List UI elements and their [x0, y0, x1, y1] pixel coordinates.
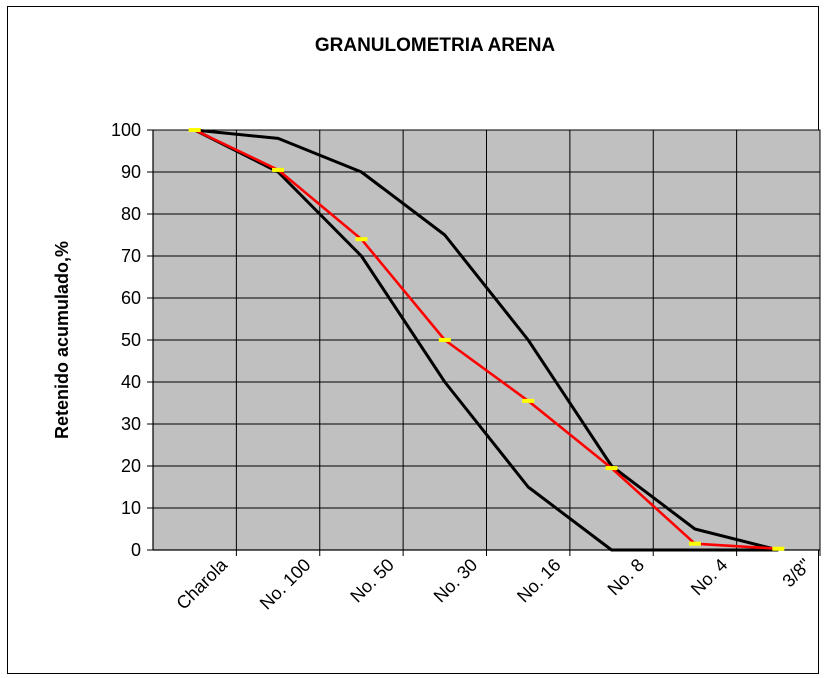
y-tick-label: 0 — [131, 540, 141, 560]
data-point — [522, 398, 535, 403]
data-point — [688, 541, 701, 546]
x-tick-label: No. 8 — [604, 555, 649, 600]
y-tick-label: 30 — [121, 414, 141, 434]
data-point — [605, 466, 618, 471]
data-point — [772, 546, 785, 551]
y-tick-label: 40 — [121, 372, 141, 392]
y-tick-label: 100 — [111, 120, 141, 140]
series-line-2 — [194, 128, 779, 552]
y-tick-label: 20 — [121, 456, 141, 476]
y-tick-label: 10 — [121, 498, 141, 518]
series-line-3 — [194, 128, 779, 550]
y-tick-label: 60 — [121, 288, 141, 308]
chart-title: GRANULOMETRIA ARENA — [315, 35, 556, 56]
data-point — [438, 338, 451, 342]
x-tick-label: No. 100 — [256, 555, 315, 614]
y-tick-label: 70 — [121, 246, 141, 266]
y-tick-label: 50 — [121, 330, 141, 350]
y-tick-label: 80 — [121, 204, 141, 224]
x-tick-label: No. 30 — [430, 555, 482, 607]
data-point — [355, 237, 368, 242]
x-tick-label: No. 50 — [346, 555, 398, 607]
grid — [153, 129, 820, 550]
x-tick-label: No. 16 — [513, 555, 565, 607]
series-line-1 — [194, 128, 779, 552]
x-tick-label: No. 4 — [687, 555, 732, 600]
x-tick-label: 3/8" — [778, 555, 814, 591]
data-point — [272, 167, 285, 172]
y-axis-label: Retenido acumulado,% — [52, 241, 72, 439]
x-tick-label: Charola — [172, 554, 231, 613]
series-group — [188, 128, 785, 552]
y-tick-label: 90 — [121, 162, 141, 182]
data-point — [188, 128, 201, 132]
